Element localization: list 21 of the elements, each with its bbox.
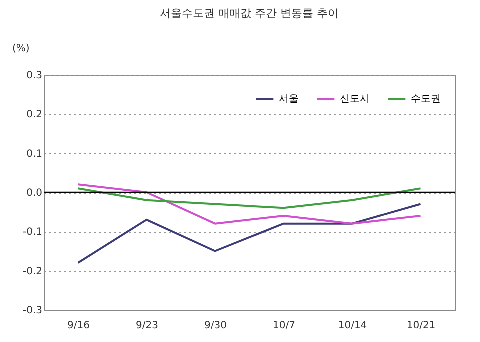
legend-label: 수도권	[411, 94, 441, 105]
y-tick-label: 0.2	[26, 110, 42, 121]
y-tick-label: 0.1	[26, 148, 42, 160]
x-tick-label: 10/14	[338, 320, 368, 332]
x-tick-label: 9/30	[204, 320, 227, 332]
line-series	[77, 188, 422, 210]
legend-label: 서울	[279, 94, 299, 105]
x-tick-label: 10/7	[273, 320, 296, 332]
x-tick-label: 10/21	[406, 320, 436, 332]
legend-label: 신도시	[340, 94, 370, 105]
x-tick-label: 9/23	[136, 320, 158, 332]
y-tick-label: 0.3	[26, 70, 42, 82]
y-tick-label: 0.0	[26, 188, 42, 199]
y-axis-title: (%)	[12, 44, 30, 54]
chart-title: 서울수도권 매매값 주간 변동률 추이	[160, 7, 339, 20]
y-tick-label: -0.3	[22, 306, 42, 316]
x-tick-label: 9/16	[68, 320, 90, 332]
line-series	[77, 203, 422, 264]
line-series	[77, 184, 422, 225]
y-tick-label: -0.1	[22, 227, 42, 238]
y-tick-label: -0.2	[22, 266, 42, 278]
